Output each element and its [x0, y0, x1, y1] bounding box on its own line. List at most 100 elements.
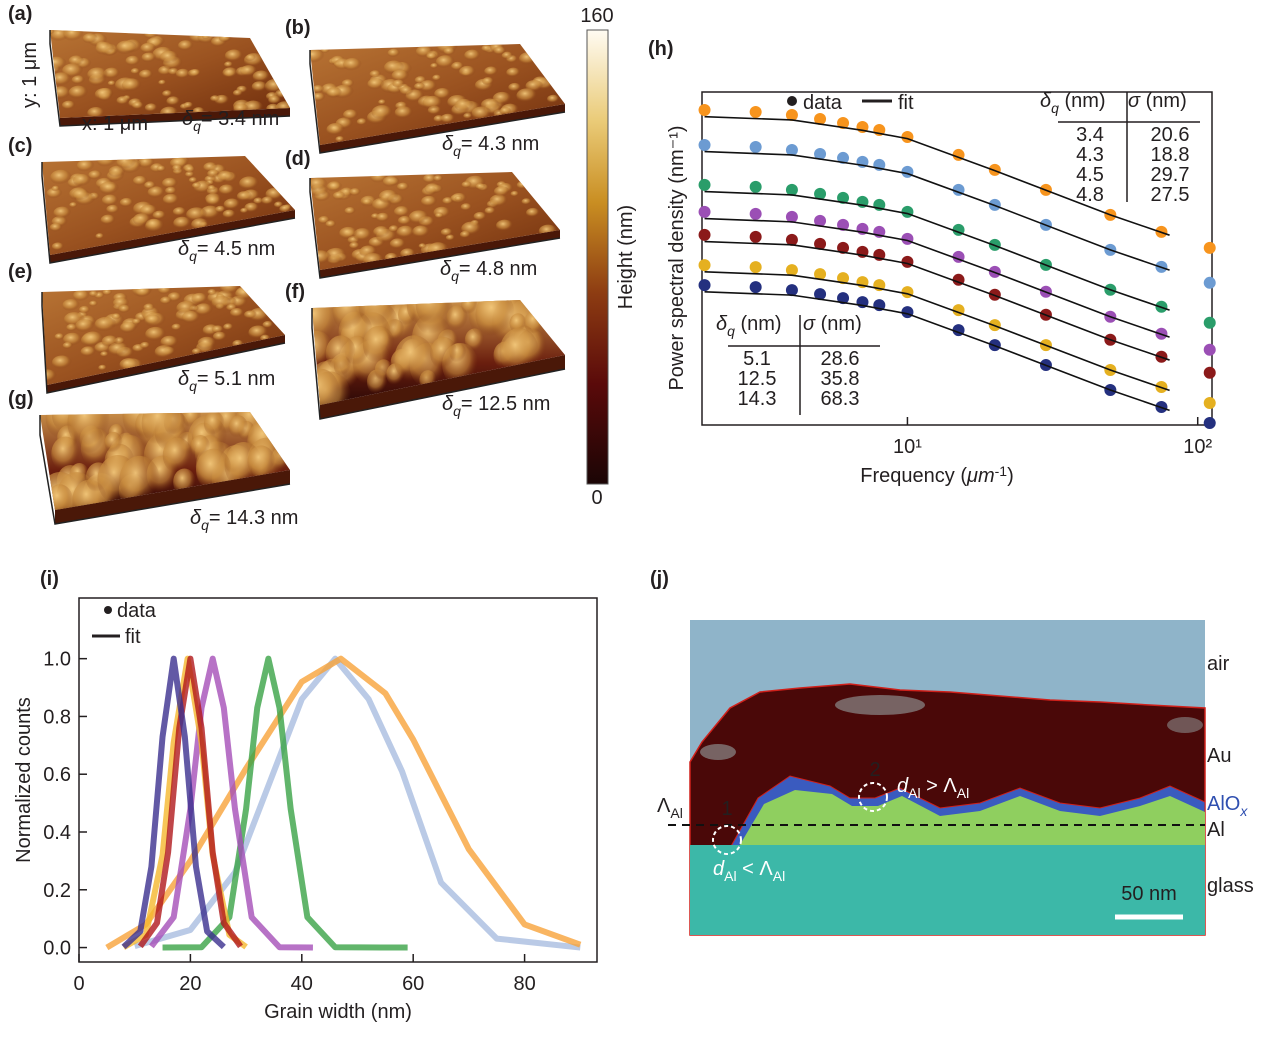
table-header-part: σ — [1128, 90, 1141, 112]
afm-bump — [155, 345, 175, 359]
afm-bump — [117, 96, 130, 105]
afm-bump — [343, 110, 358, 121]
afm-bump — [333, 291, 367, 331]
afm-bump — [75, 319, 95, 333]
data-point — [1204, 367, 1216, 379]
x-tick-label: 60 — [402, 973, 424, 995]
afm-bump — [50, 223, 63, 232]
grain — [700, 744, 736, 760]
afm-bump — [73, 174, 91, 187]
grain — [1167, 717, 1203, 733]
afm-bump — [112, 313, 122, 320]
x-axis-title: Grain width (nm) — [264, 1001, 412, 1023]
afm-bump — [83, 33, 98, 44]
table-cell: 28.6 — [821, 348, 860, 370]
afm-bump — [100, 351, 109, 357]
afm-roughness: δq= 12.5 nm — [442, 393, 550, 419]
afm-bump — [98, 365, 107, 371]
panel-label: (g) — [8, 388, 34, 410]
afm-bump — [262, 321, 273, 329]
data-point — [750, 141, 762, 153]
afm-bump — [244, 310, 257, 319]
afm-bump — [357, 118, 368, 125]
afm-roughness-part: q — [453, 143, 461, 159]
afm-bump — [178, 40, 194, 51]
d-label-part: Λ — [759, 858, 773, 880]
afm-bump — [494, 186, 510, 197]
afm-bump — [89, 301, 98, 307]
table-header-part: (nm) — [815, 313, 862, 335]
afm-roughness-part: q — [189, 378, 197, 394]
afm-bump — [81, 346, 97, 357]
data-point — [1204, 277, 1216, 289]
afm-bump — [131, 68, 140, 75]
table-cell: 3.4 — [1076, 124, 1104, 146]
afm-bump — [362, 199, 372, 206]
afm-bump — [510, 191, 519, 197]
table-header-part: (nm) — [735, 313, 782, 335]
afm-bump — [95, 88, 114, 101]
afm-bump — [373, 226, 390, 238]
data-point — [750, 261, 762, 273]
afm-bump — [202, 34, 210, 40]
afm-bump — [38, 369, 57, 383]
afm-bump — [89, 291, 99, 298]
y-axis-title: Power spectral density (nm⁻¹) — [666, 125, 688, 390]
afm-bump — [339, 227, 358, 240]
afm-bump — [52, 242, 64, 251]
afm-bump — [326, 123, 345, 136]
afm-bump — [62, 101, 76, 111]
afm-bump — [349, 188, 361, 196]
lambda-label: ΛAl — [657, 795, 683, 821]
afm-roughness-part: = 4.8 nm — [459, 258, 537, 280]
afm-bump — [145, 327, 166, 342]
afm-bump — [162, 90, 172, 97]
afm-bump — [82, 331, 104, 346]
afm-bump — [208, 185, 217, 191]
afm-bump — [207, 289, 217, 296]
afm-bump — [333, 191, 346, 200]
afm-bump — [419, 243, 427, 249]
y-axis-title: Normalized counts — [13, 697, 35, 863]
afm-bump — [102, 195, 119, 207]
afm-roughness-part: = 4.3 nm — [461, 133, 539, 155]
afm-bump — [394, 335, 434, 383]
afm-bump — [172, 165, 183, 172]
afm-bump — [395, 106, 414, 119]
afm-bump — [265, 79, 286, 94]
afm-bump — [383, 176, 400, 188]
afm-bump — [52, 186, 60, 192]
panel-label: (j) — [650, 568, 669, 590]
afm-bump — [122, 78, 142, 92]
data-point — [750, 208, 762, 220]
afm-bump — [261, 196, 274, 205]
table-cell: 5.1 — [743, 348, 771, 370]
table-header-part: q — [727, 323, 735, 339]
afm-bump — [173, 207, 187, 217]
afm-bump — [237, 191, 252, 202]
afm-bump — [69, 86, 89, 100]
afm-roughness: δq= 5.1 nm — [178, 368, 275, 394]
legend-label: data — [803, 92, 843, 114]
x-axis-title-part: ) — [1007, 465, 1014, 487]
d-label-part: Λ — [943, 775, 957, 797]
colorbar-title: Height (nm) — [615, 205, 637, 309]
afm-bump — [77, 160, 95, 173]
afm-bump — [63, 342, 73, 349]
afm-bump — [425, 183, 441, 194]
afm-bump — [224, 61, 233, 67]
afm-bump — [416, 283, 452, 326]
afm-bump — [240, 65, 257, 77]
legend-marker — [787, 96, 797, 106]
afm-bump — [430, 63, 438, 69]
data-point — [901, 233, 913, 245]
afm-bump — [344, 207, 355, 215]
table-cell: 4.5 — [1076, 164, 1104, 186]
d-label-part: Al — [773, 868, 785, 884]
legend-label: fit — [898, 92, 914, 114]
afm-bump — [233, 90, 243, 97]
afm-bump — [213, 332, 227, 342]
colorbar — [587, 30, 608, 484]
afm-bump — [547, 95, 559, 104]
y-tick-label: 0.0 — [43, 938, 71, 960]
